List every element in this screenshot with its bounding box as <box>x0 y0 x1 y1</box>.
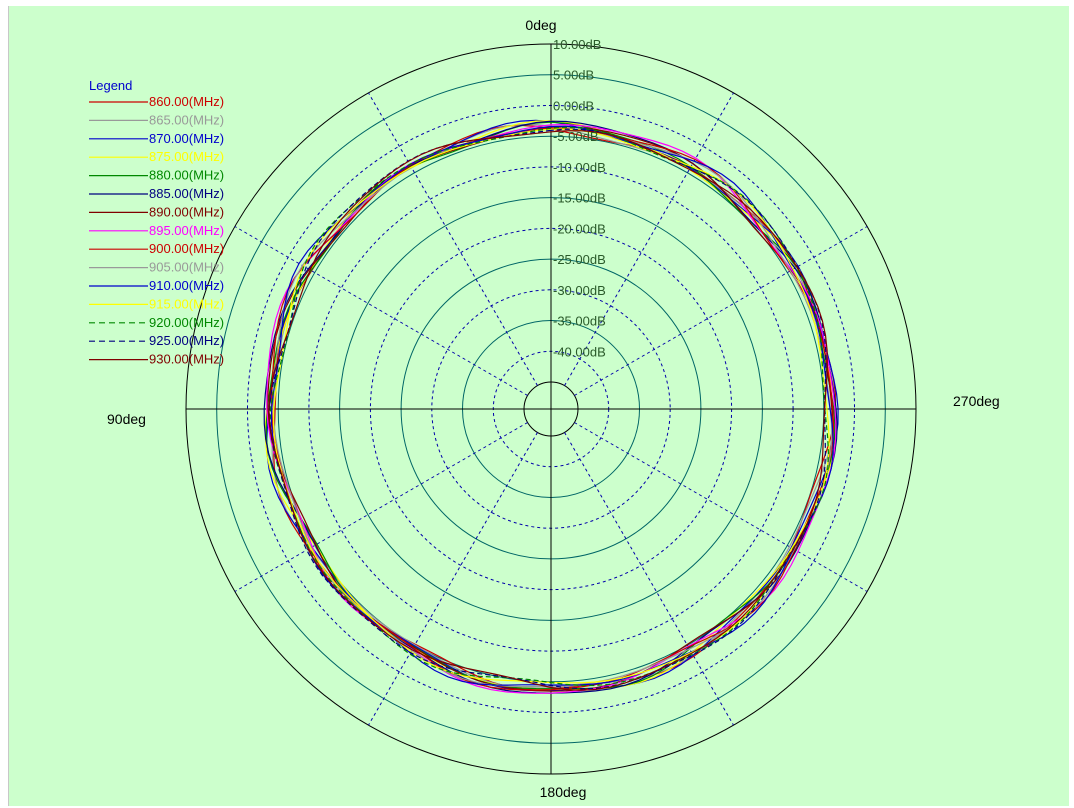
legend-entry: 930.00(MHz) <box>149 352 224 367</box>
legend: Legend 860.00(MHz) 865.00(MHz) 870.00(MHz)… <box>89 78 224 367</box>
axis-layer <box>186 44 916 774</box>
angle-label-left: 90deg <box>107 411 146 427</box>
dashed-spoke <box>368 432 538 726</box>
series-layer <box>263 119 839 694</box>
legend-entry: 885.00(MHz) <box>149 186 224 201</box>
angle-label-right: 270deg <box>953 393 1000 409</box>
plot-area: 10.00dB 5.00dB 0.00dB -5.00dB -10.00dB -15.00… <box>8 6 1069 806</box>
radial-tick-label: -15.00dB <box>553 191 606 206</box>
legend-entry: 865.00(MHz) <box>149 112 224 127</box>
radial-tick-label: -35.00dB <box>553 314 606 329</box>
series-trace-14 <box>268 128 827 690</box>
legend-entry: 880.00(MHz) <box>149 168 224 183</box>
legend-entry: 890.00(MHz) <box>149 204 224 219</box>
legend-entry: 910.00(MHz) <box>149 278 224 293</box>
legend-entry: 920.00(MHz) <box>149 315 224 330</box>
dashed-spoke <box>574 226 868 396</box>
legend-entry: 925.00(MHz) <box>149 333 224 348</box>
dashed-spoke <box>368 92 538 386</box>
polar-chart: 10.00dB 5.00dB 0.00dB -5.00dB -10.00dB -15.00… <box>89 17 1000 800</box>
legend-entry: 870.00(MHz) <box>149 131 224 146</box>
dashed-spoke <box>234 422 528 592</box>
legend-entry: 900.00(MHz) <box>149 241 224 256</box>
legend-entry: 915.00(MHz) <box>149 296 224 311</box>
series-trace-7 <box>267 126 833 692</box>
dashed-spoke <box>574 422 868 592</box>
radial-tick-label: 5.00dB <box>553 68 594 83</box>
radial-tick-labels: 10.00dB 5.00dB 0.00dB -5.00dB -10.00dB -15.00… <box>553 37 606 359</box>
radial-tick-label: -20.00dB <box>553 221 606 236</box>
legend-entry: 905.00(MHz) <box>149 260 224 275</box>
dashed-spoke <box>564 432 734 726</box>
radial-tick-label: 0.00dB <box>553 99 594 114</box>
radial-tick-label: -5.00dB <box>553 129 599 144</box>
radial-tick-label: -30.00dB <box>553 283 606 298</box>
series-trace-10 <box>272 128 833 688</box>
dashed-spoke <box>564 92 734 386</box>
series-trace-15 <box>268 130 828 691</box>
legend-entry: 895.00(MHz) <box>149 223 224 238</box>
dashed-spoke <box>234 226 528 396</box>
angle-label-top: 0deg <box>525 17 556 33</box>
legend-entry: 860.00(MHz) <box>149 94 224 109</box>
legend-title: Legend <box>89 78 132 93</box>
legend-entry: 875.00(MHz) <box>149 149 224 164</box>
radial-tick-label: -25.00dB <box>553 252 606 267</box>
radial-tick-label: 10.00dB <box>553 37 601 52</box>
series-trace-13 <box>269 126 830 687</box>
radial-tick-label: -40.00dB <box>553 344 606 359</box>
angle-label-bottom: 180deg <box>540 784 587 800</box>
radial-tick-label: -10.00dB <box>553 160 606 175</box>
